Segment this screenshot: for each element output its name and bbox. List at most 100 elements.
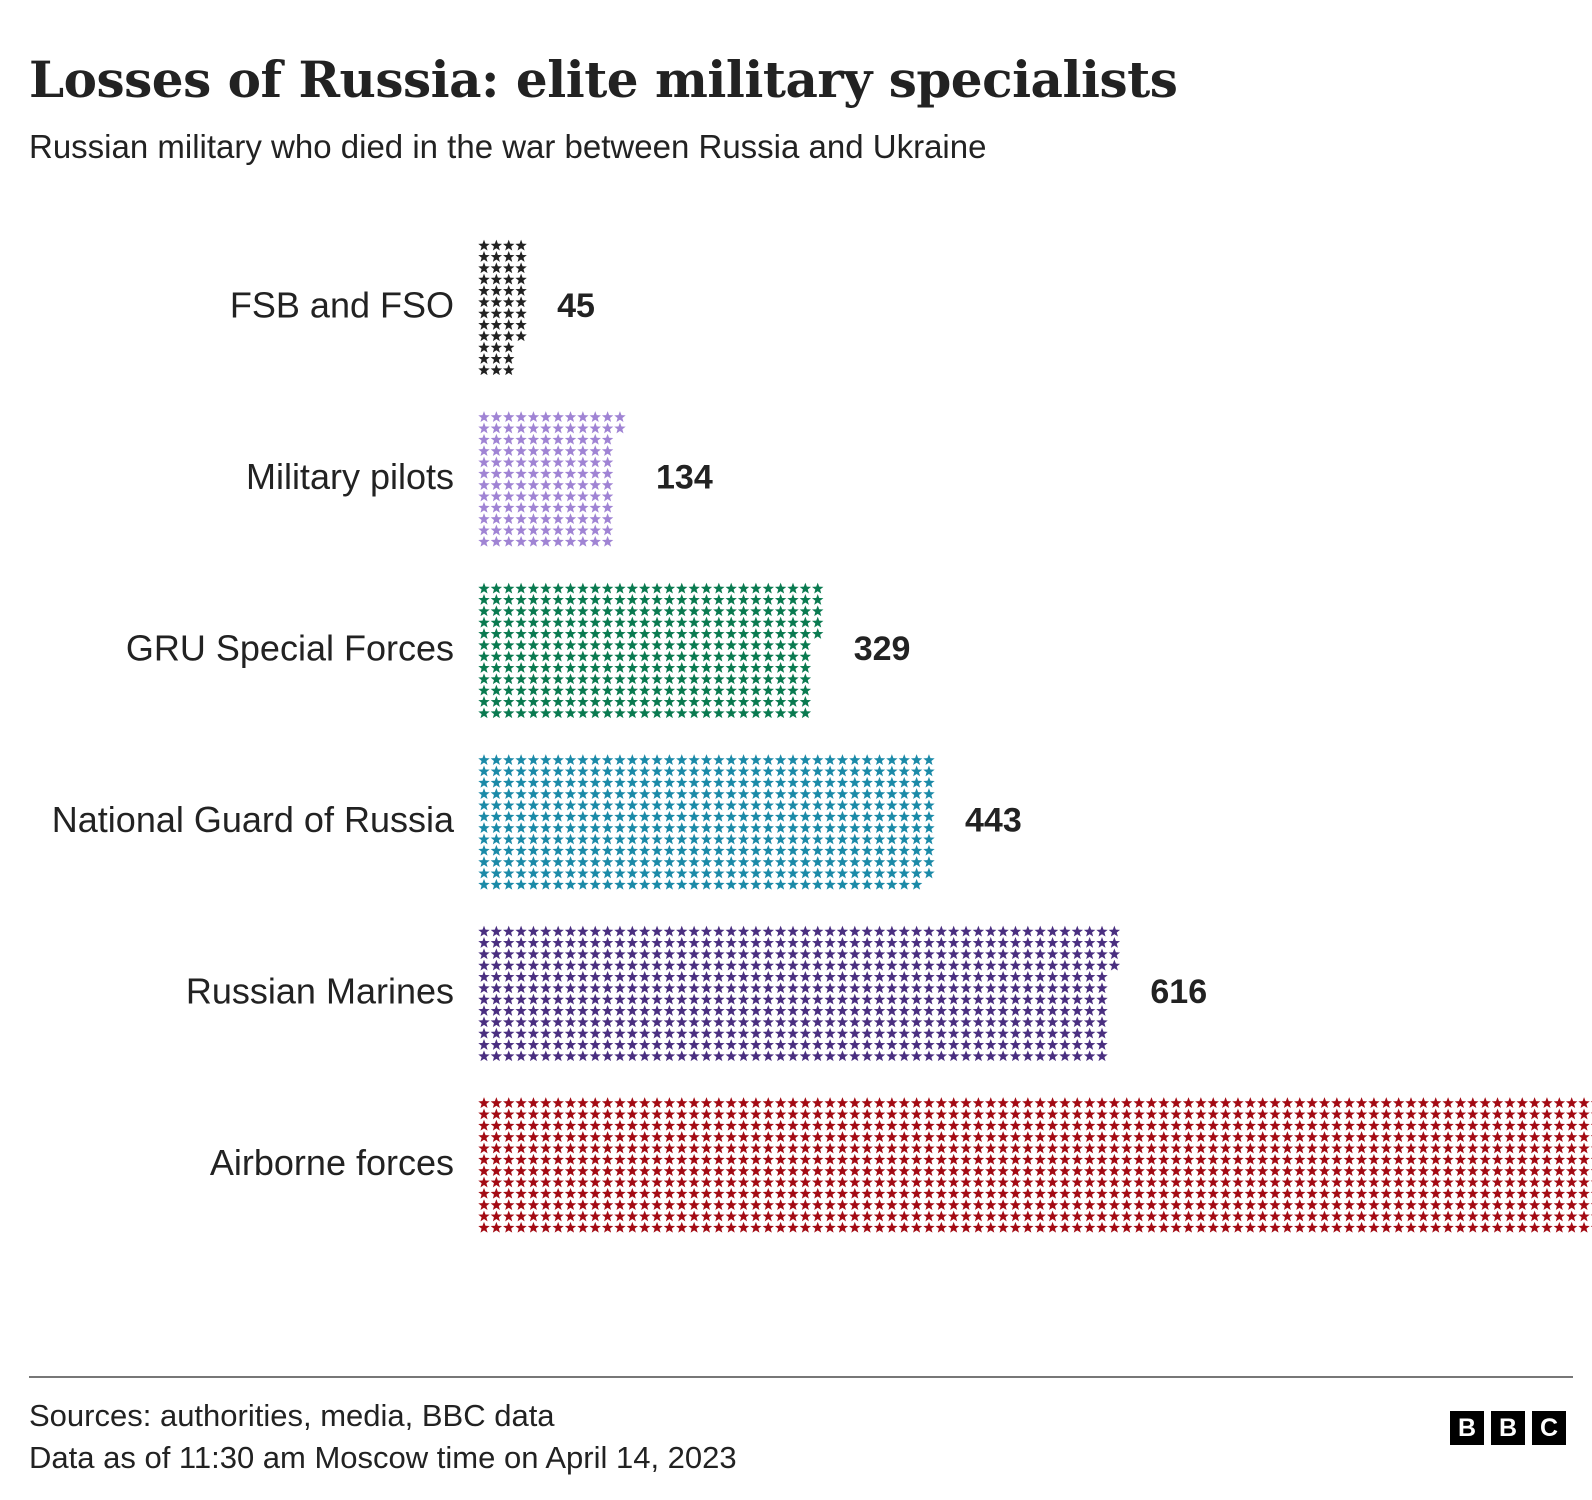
star-mark: [700, 662, 713, 673]
star-mark: [1022, 1119, 1034, 1131]
star-mark: [614, 628, 626, 639]
star-mark: [552, 490, 564, 502]
star-mark: [1096, 1153, 1108, 1165]
star-mark: [985, 1097, 997, 1109]
star-mark: [663, 948, 676, 960]
star-mark: [923, 971, 935, 982]
star-mark: [676, 982, 688, 994]
star-mark: [725, 1153, 737, 1165]
star-mark: [774, 639, 787, 651]
star-mark: [849, 1131, 861, 1143]
star-mark: [923, 1142, 935, 1154]
star-mark: [688, 765, 700, 777]
star-mark: [737, 765, 750, 777]
star-mark: [1009, 1165, 1022, 1177]
star-mark: [1059, 959, 1071, 971]
star-mark: [737, 948, 750, 960]
star-mark: [1256, 1153, 1269, 1165]
star-mark: [737, 959, 750, 971]
star-mark: [750, 1050, 762, 1062]
star-mark: [1528, 1131, 1541, 1143]
star-mark: [1207, 1221, 1219, 1233]
star-mark: [1454, 1221, 1467, 1233]
star-mark: [737, 662, 750, 673]
star-mark: [1417, 1221, 1430, 1233]
star-mark: [787, 982, 799, 994]
star-mark: [1046, 1108, 1059, 1120]
star-mark: [1170, 1221, 1182, 1233]
star-mark: [552, 456, 564, 468]
star-mark: [601, 616, 614, 628]
star-mark: [577, 844, 589, 856]
star-mark: [1417, 1187, 1430, 1199]
star-mark: [1059, 971, 1071, 982]
star-mark: [898, 1027, 910, 1039]
star-mark: [1269, 1199, 1281, 1211]
star-mark: [737, 628, 750, 639]
star-mark: [540, 1108, 552, 1120]
star-mark: [812, 867, 824, 879]
star-mark: [601, 707, 614, 719]
star-mark: [762, 650, 774, 662]
star-mark: [638, 1119, 651, 1131]
star-mark: [1294, 1131, 1306, 1143]
star-mark: [750, 856, 762, 868]
star-mark: [503, 1039, 515, 1050]
star-mark: [1430, 1108, 1442, 1120]
star-mark: [651, 788, 663, 800]
star-mark: [836, 1005, 849, 1016]
star-mark: [960, 1027, 972, 1039]
star-mark: [1108, 1131, 1121, 1143]
star-mark: [1096, 1039, 1108, 1050]
star-mark: [515, 411, 527, 423]
star-mark: [1071, 1027, 1083, 1039]
star-mark: [1195, 1119, 1207, 1131]
star-mark: [1182, 1210, 1195, 1222]
star-mark: [503, 330, 515, 342]
star-mark: [601, 433, 614, 445]
value-label: 329: [854, 630, 911, 668]
star-mark: [886, 1027, 898, 1039]
star-mark: [985, 993, 997, 1005]
star-mark: [552, 582, 564, 594]
star-mark: [589, 628, 601, 639]
star-mark: [527, 662, 540, 673]
star-mark: [1417, 1097, 1430, 1109]
star-mark: [490, 696, 503, 707]
star-mark: [515, 662, 527, 673]
star-mark: [626, 810, 639, 822]
star-mark: [676, 1153, 688, 1165]
star-mark: [527, 776, 540, 788]
star-mark: [1504, 1119, 1516, 1131]
star-mark: [601, 878, 614, 890]
star-mark: [589, 1016, 601, 1028]
star-mark: [1034, 1131, 1046, 1143]
star-mark: [564, 456, 577, 468]
star-mark: [577, 1221, 589, 1233]
star-mark: [1343, 1165, 1355, 1177]
star-mark: [478, 707, 490, 719]
star-mark: [638, 1176, 651, 1188]
star-mark: [849, 1153, 861, 1165]
star-mark: [478, 605, 490, 617]
star-mark: [1034, 1119, 1046, 1131]
star-mark: [750, 1097, 762, 1109]
star-mark: [1059, 1210, 1071, 1222]
star-mark: [1133, 1097, 1145, 1109]
star-mark: [601, 1176, 614, 1188]
star-mark: [898, 1016, 910, 1028]
star-mark: [478, 364, 490, 376]
star-mark: [1207, 1131, 1219, 1143]
star-mark: [564, 411, 577, 423]
star-mark: [750, 639, 762, 651]
star-mark: [651, 959, 663, 971]
star-mark: [935, 937, 948, 948]
star-mark: [997, 1142, 1009, 1154]
star-mark: [1195, 1131, 1207, 1143]
star-mark: [688, 1108, 700, 1120]
star-mark: [750, 1039, 762, 1050]
star-mark: [836, 1027, 849, 1039]
star-mark: [1096, 1176, 1108, 1188]
star-mark: [1009, 982, 1022, 994]
star-mark: [577, 524, 589, 536]
